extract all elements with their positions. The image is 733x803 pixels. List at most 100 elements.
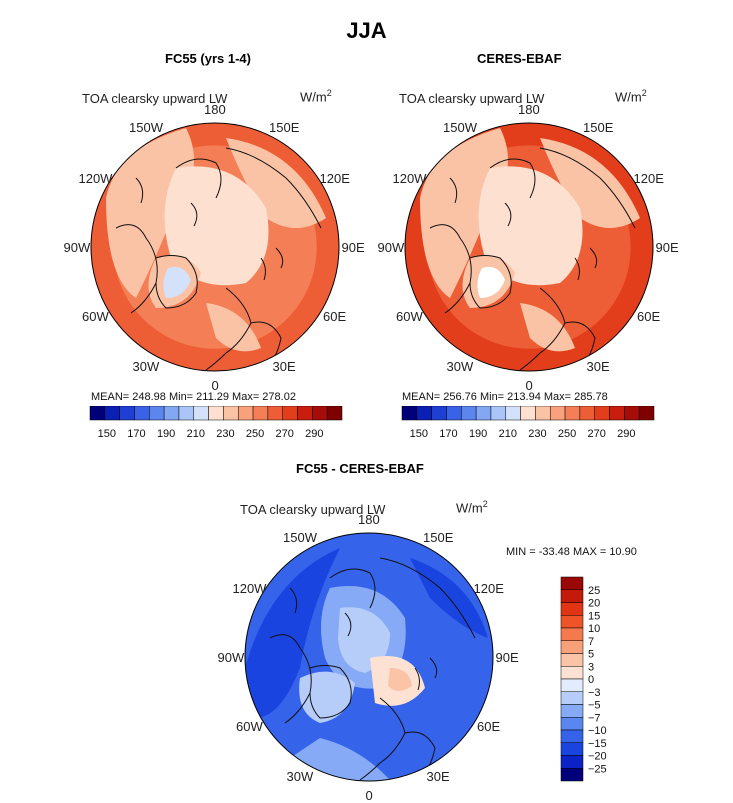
colorbar-tick-label: 210 bbox=[499, 428, 517, 440]
colorbar-swatch bbox=[237, 406, 254, 421]
colorbar-tick-label: 170 bbox=[127, 428, 145, 440]
longitude-label-ceres: 60W bbox=[395, 308, 423, 324]
colorbar-tick-label: −10 bbox=[588, 725, 607, 737]
colorbar-swatch bbox=[401, 406, 418, 421]
colorbar-swatch bbox=[119, 406, 135, 421]
coastline bbox=[135, 177, 144, 204]
colorbar-swatch bbox=[560, 691, 584, 705]
field-region bbox=[477, 266, 505, 298]
colorbar-swatch bbox=[326, 406, 343, 421]
coastline bbox=[269, 634, 312, 724]
colorbar-swatch bbox=[560, 755, 584, 769]
variable-label-diff: TOA clearsky upward LW bbox=[240, 502, 386, 517]
colorbar-swatch bbox=[446, 406, 462, 421]
colorbar-swatch bbox=[560, 602, 584, 616]
coastline bbox=[205, 287, 252, 371]
longitude-label-ceres: 90E bbox=[655, 239, 679, 255]
field-region bbox=[245, 548, 340, 718]
colorbar-tick-label: 15 bbox=[588, 610, 600, 622]
colorbar-tick-label: 20 bbox=[588, 598, 600, 610]
colorbar-swatch bbox=[475, 406, 492, 421]
colorbar-tick-label: 190 bbox=[157, 428, 175, 440]
longitude-label-fc55: 30W bbox=[132, 359, 160, 374]
coastline bbox=[379, 557, 476, 639]
polar-map-diff bbox=[244, 532, 494, 782]
colorbar-tick-label: 5 bbox=[588, 649, 594, 661]
stats-diff: MIN = -33.48 MAX = 10.90 bbox=[506, 546, 637, 558]
map-border bbox=[404, 122, 654, 372]
colorbar-swatch bbox=[223, 406, 239, 421]
colorbar-swatch bbox=[609, 406, 625, 421]
colorbar-tick-label: 25 bbox=[588, 585, 600, 597]
colorbar-swatch bbox=[297, 406, 313, 421]
colorbar-tick-label: 170 bbox=[439, 428, 457, 440]
longitude-label-fc55: 120E bbox=[319, 170, 350, 186]
colorbar-tick-label: 230 bbox=[528, 428, 546, 440]
colorbar-tick-label: 7 bbox=[588, 636, 594, 648]
colorbar-swatch bbox=[149, 406, 165, 421]
colorbar-swatch bbox=[564, 406, 581, 421]
colorbar-swatch bbox=[560, 717, 584, 731]
colorbar-tick-label: 210 bbox=[187, 428, 205, 440]
longitude-label-diff: 0 bbox=[365, 787, 373, 803]
field-region bbox=[106, 128, 194, 298]
colorbar-swatch bbox=[461, 406, 477, 421]
field-region bbox=[163, 266, 191, 298]
longitude-label-diff: 30W bbox=[286, 769, 314, 784]
colorbar-swatch bbox=[560, 589, 584, 603]
colorbar-swatch bbox=[490, 406, 507, 421]
longitude-label-diff: 120W bbox=[232, 580, 267, 596]
longitude-label-ceres: 30W bbox=[446, 359, 474, 374]
colorbar-swatch bbox=[163, 406, 180, 421]
colorbar-swatch bbox=[560, 742, 584, 756]
colorbar-swatch bbox=[535, 406, 551, 421]
units-label-fc55: W/m2 bbox=[300, 88, 332, 105]
colorbar-swatch bbox=[560, 768, 584, 782]
longitude-label-ceres: 60E bbox=[637, 308, 661, 324]
coastline bbox=[589, 247, 598, 269]
coastline bbox=[329, 568, 376, 609]
coastline bbox=[519, 287, 566, 371]
field-region bbox=[388, 668, 412, 691]
panel-title-ceres: CERES-EBAF bbox=[477, 51, 562, 66]
longitude-label-diff: 60E bbox=[477, 718, 501, 734]
colorbar-tick-label: −5 bbox=[588, 700, 601, 712]
coastline bbox=[574, 257, 580, 281]
colorbar-swatch bbox=[560, 576, 584, 590]
field-region bbox=[478, 166, 583, 286]
longitude-label-ceres: 90W bbox=[377, 239, 405, 255]
map-border bbox=[90, 122, 340, 372]
longitude-label-fc55: 0 bbox=[211, 377, 219, 393]
colorbar-swatch bbox=[193, 406, 209, 421]
colorbar-tick-label: −15 bbox=[588, 738, 607, 750]
colorbar-swatch bbox=[505, 406, 521, 421]
colorbar-swatch bbox=[560, 678, 584, 692]
longitude-label-diff: 150E bbox=[423, 529, 454, 545]
stats-fc55: MEAN= 248.98 Min= 211.29 Max= 278.02 bbox=[91, 391, 296, 403]
panel-title-diff: FC55 - CERES-EBAF bbox=[296, 461, 424, 476]
colorbar-tick-label: 10 bbox=[588, 623, 600, 635]
colorbar-tick-label: 150 bbox=[98, 428, 116, 440]
field-region bbox=[206, 303, 261, 352]
colorbar-tick-label: −25 bbox=[588, 763, 607, 775]
longitude-label-fc55: 90E bbox=[341, 239, 365, 255]
field-region bbox=[226, 138, 326, 228]
longitude-label-ceres: 150W bbox=[443, 119, 477, 135]
colorbar-tick-label: 0 bbox=[588, 674, 594, 686]
colorbar-swatch bbox=[282, 406, 298, 421]
colorbar-tick-label: 150 bbox=[410, 428, 428, 440]
variable-label-ceres: TOA clearsky upward LW bbox=[399, 91, 545, 106]
colorbar-ceres: 150 170 190 210 230 250 270 290 bbox=[401, 406, 655, 440]
longitude-label-fc55: 150W bbox=[129, 119, 163, 135]
colorbar-swatch bbox=[560, 729, 584, 743]
longitude-label-diff: 120E bbox=[473, 580, 504, 596]
colorbar-swatch bbox=[208, 406, 224, 421]
longitude-label-fc55: 90W bbox=[63, 239, 91, 255]
longitude-label-fc55: 150E bbox=[269, 119, 300, 135]
longitude-label-ceres: 30E bbox=[586, 359, 610, 374]
longitude-label-diff: 90W bbox=[217, 649, 245, 665]
colorbar-swatch bbox=[638, 406, 655, 421]
colorbar-tick-label: 270 bbox=[276, 428, 294, 440]
colorbar-tick-label: 250 bbox=[558, 428, 576, 440]
colorbar-swatch bbox=[560, 704, 584, 718]
